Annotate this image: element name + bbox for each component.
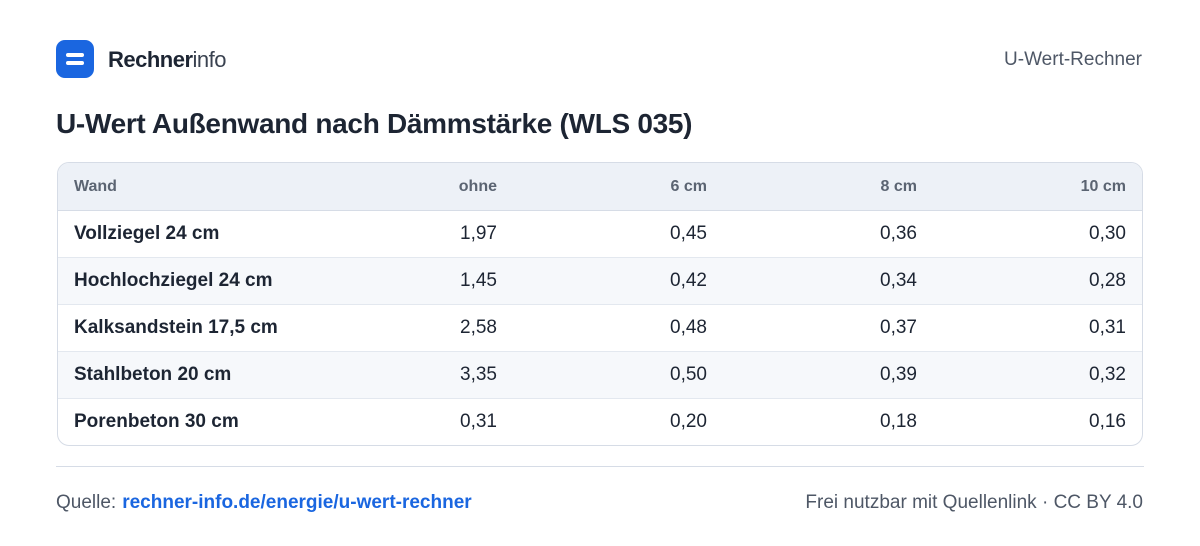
row-label: Stahlbeton 20 cm: [58, 351, 298, 399]
table-row: Porenbeton 30 cm 0,31 0,20 0,18 0,16: [58, 398, 1142, 445]
logo-bar: [66, 53, 84, 57]
row-label: Vollziegel 24 cm: [74, 222, 220, 244]
cell: 0,45: [670, 222, 707, 244]
title: U-Wert Außenwand nach Dämmstärke (WLS 03…: [56, 108, 693, 139]
cell: 0,30: [1089, 222, 1126, 244]
cell: 0,36: [880, 222, 917, 244]
table-row: Kalksandstein 17,5 cm 2,58 0,48 0,37 0,31: [58, 304, 1142, 352]
cell: 0,32: [933, 351, 1142, 399]
table-row: Vollziegel 24 cm 1,97 0,45 0,36 0,30: [58, 211, 1142, 258]
column-header: 6 cm: [513, 163, 723, 211]
license-text: Frei nutzbar mit Quellenlink: [805, 492, 1037, 513]
column-header: 10 cm: [933, 163, 1142, 211]
cell: 0,50: [513, 351, 723, 399]
cell: 0,18: [723, 398, 933, 445]
table-head: Wand ohne 6 cm 8 cm 10 cm: [58, 163, 1142, 211]
table: Wand ohne 6 cm 8 cm 10 cm Vollziegel 24 cm 1,…: [58, 163, 1142, 445]
header-row: Wand ohne 6 cm 8 cm 10 cm: [58, 163, 1142, 211]
cell: 1,97: [460, 222, 497, 244]
cell: 0,39: [723, 351, 933, 399]
column-header: Wand: [58, 163, 298, 211]
cell: 0,37: [723, 304, 933, 352]
license-name: CC BY 4.0: [1053, 492, 1143, 513]
row-label: Porenbeton 30 cm: [58, 398, 298, 445]
column-header: ohne: [298, 163, 513, 211]
cell: 0,31: [933, 304, 1142, 352]
row-label: Kalksandstein 17,5 cm: [58, 304, 298, 352]
brand: Rechnerinfo: [108, 47, 227, 73]
table-box: Wand ohne 6 cm 8 cm 10 cm Vollziegel 24 cm 1,…: [57, 162, 1143, 446]
source: Quelle: rechner-info.de/energie/u-wert-re…: [56, 492, 472, 514]
cell: 0,42: [513, 257, 723, 305]
license: Frei nutzbar mit Quellenlink · CC BY 4.0: [805, 492, 1143, 514]
column-header: 8 cm: [723, 163, 933, 211]
logo-bar: [66, 61, 84, 65]
cell: 0,28: [933, 257, 1142, 305]
row-label: Hochlochziegel 24 cm: [58, 257, 298, 305]
cell: 1,45: [298, 257, 513, 305]
brand-bold: Rechner: [108, 47, 193, 72]
divider: [56, 466, 1144, 467]
cell: 0,34: [723, 257, 933, 305]
table-body: Vollziegel 24 cm 1,97 0,45 0,36 0,30 Hochloch…: [58, 211, 1142, 445]
cell: 0,31: [298, 398, 513, 445]
brand-light: info: [192, 47, 227, 72]
separator: ·: [1041, 492, 1049, 513]
cell: 3,35: [298, 351, 513, 399]
cell: 0,16: [933, 398, 1142, 445]
cell: 0,20: [513, 398, 723, 445]
source-link[interactable]: rechner-info.de/energie/u-wert-rechner: [122, 492, 472, 513]
source-label: Quelle:: [56, 492, 117, 513]
table-row: Stahlbeton 20 cm 3,35 0,50 0,39 0,32: [58, 351, 1142, 399]
cell: 0,48: [513, 304, 723, 352]
logo: [56, 40, 94, 78]
cell: 2,58: [298, 304, 513, 352]
tool-name: U-Wert-Rechner: [1004, 49, 1142, 70]
table-row: Hochlochziegel 24 cm 1,45 0,42 0,34 0,28: [58, 257, 1142, 305]
